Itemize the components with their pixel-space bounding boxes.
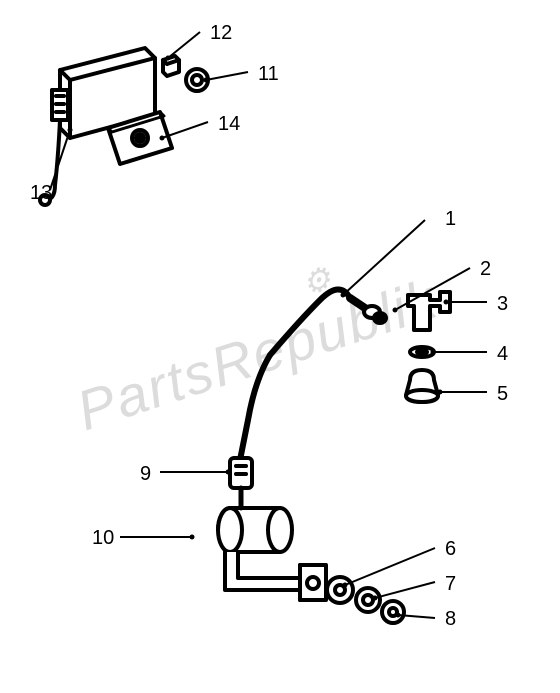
diagram-canvas: PartsRepublik ⚙ (0, 0, 560, 693)
callout-10: 10 (92, 527, 114, 550)
callout-12: 12 (210, 22, 232, 45)
callout-4: 4 (497, 343, 508, 366)
callout-14: 14 (218, 113, 240, 136)
callout-6: 6 (445, 538, 456, 561)
callout-2: 2 (480, 258, 491, 281)
callout-7: 7 (445, 573, 456, 596)
callout-1: 1 (445, 208, 456, 231)
parts-diagram-svg (0, 0, 560, 693)
callout-9: 9 (140, 463, 151, 486)
callout-11: 11 (258, 63, 279, 86)
callout-8: 8 (445, 608, 456, 631)
callout-3: 3 (497, 293, 508, 316)
callout-13: 13 (30, 182, 52, 205)
callout-5: 5 (497, 383, 508, 406)
